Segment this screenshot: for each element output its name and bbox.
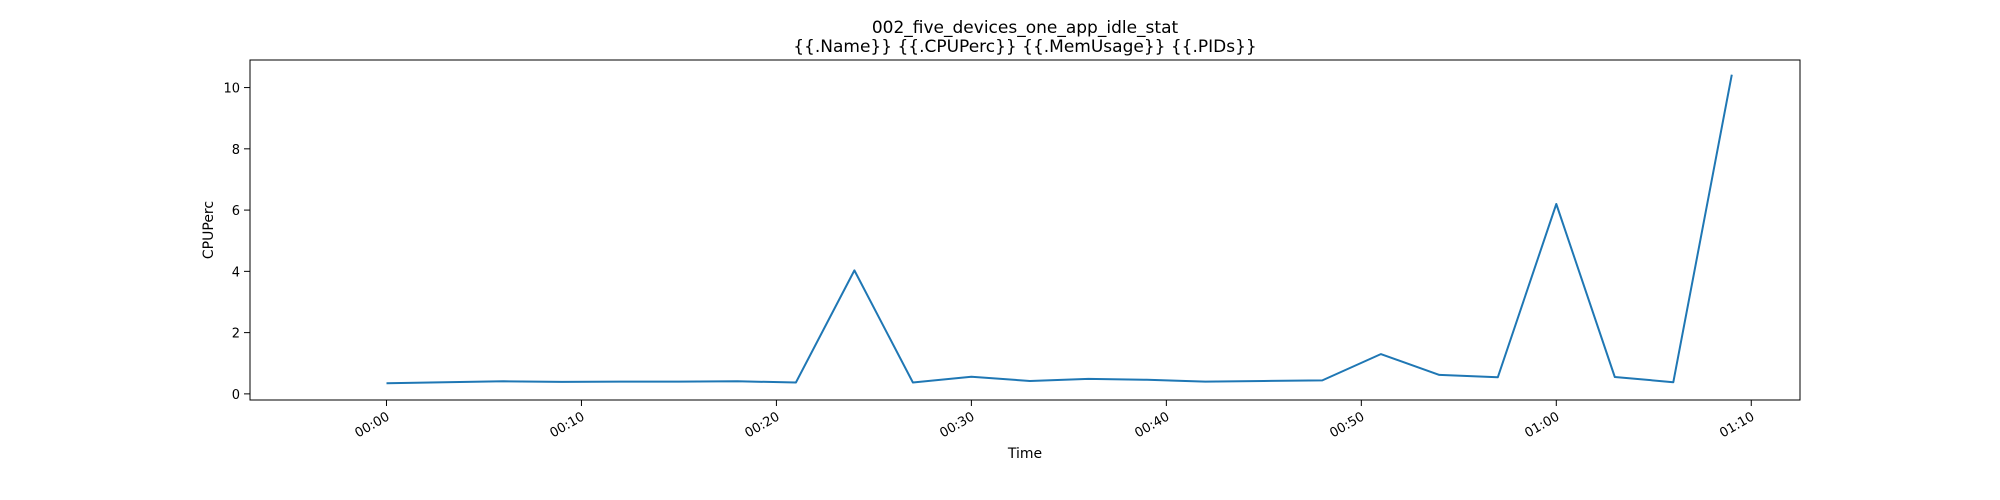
x-tick-label: 00:20	[742, 409, 782, 441]
x-tick-label: 00:10	[547, 409, 587, 441]
x-axis-label: Time	[1007, 446, 1042, 462]
y-tick-label: 0	[232, 388, 240, 403]
x-tick-label: 00:30	[937, 409, 977, 441]
y-tick-label: 6	[232, 204, 240, 219]
chart-subtitle: {{.Name}} {{.CPUPerc}} {{.MemUsage}} {{.…	[793, 37, 1257, 57]
plot-area-frame	[249, 59, 1801, 401]
y-tick-label: 4	[232, 265, 240, 280]
series-line-cpuperc	[386, 74, 1733, 385]
y-tick-label: 8	[232, 143, 240, 158]
chart-title: 002_five_devices_one_app_idle_stat	[872, 18, 1179, 38]
y-tick-label: 2	[232, 327, 240, 342]
y-axis-label: CPUPerc	[201, 201, 217, 259]
x-tick-label: 00:50	[1327, 409, 1367, 441]
x-tick-label: 00:00	[353, 409, 393, 441]
x-tick-label: 01:10	[1717, 409, 1757, 441]
x-tick-label: 00:40	[1132, 409, 1172, 441]
y-tick-label: 10	[223, 82, 240, 97]
x-tick-label: 01:00	[1522, 409, 1562, 441]
axis-ticks: 00:00 00:10 00:20 00:30 00:40 00:50 01:00 01:10…	[223, 82, 1757, 442]
